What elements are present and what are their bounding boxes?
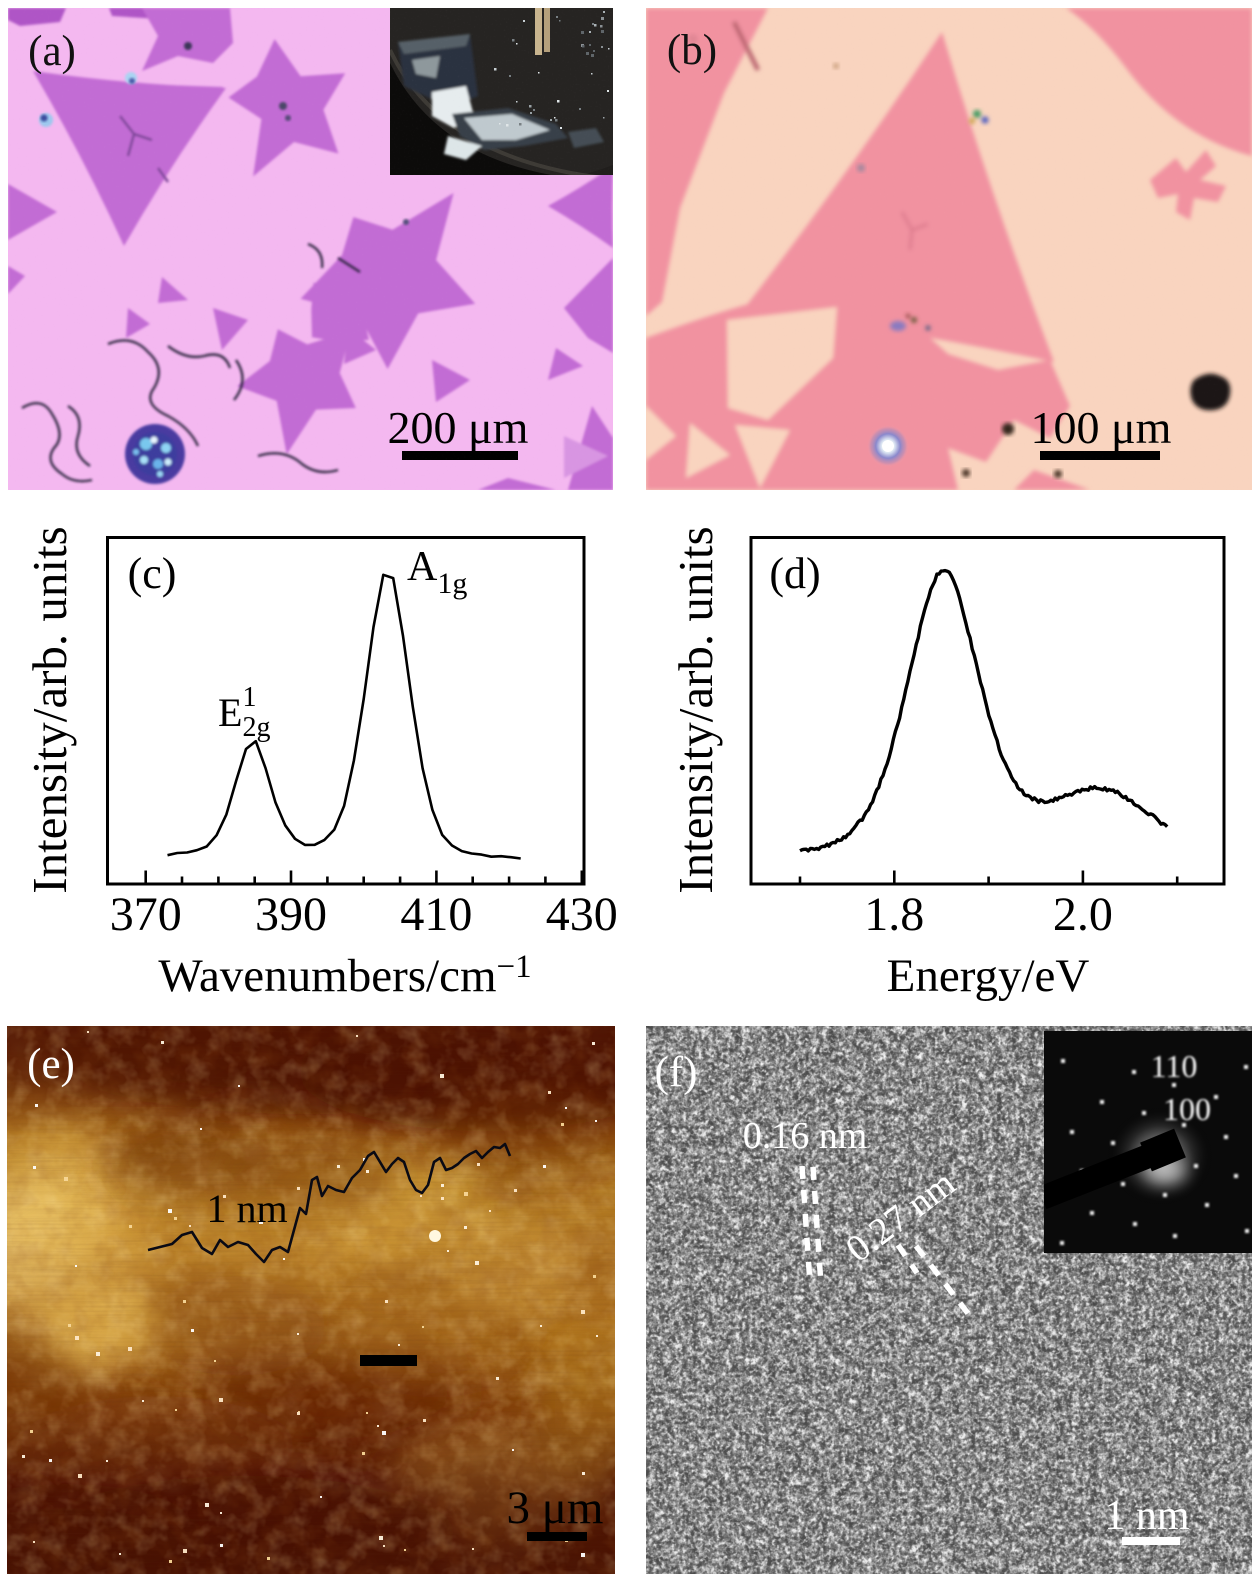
svg-text:1 nm: 1 nm [1104,1493,1190,1539]
svg-text:(e): (e) [27,1041,75,1088]
svg-text:Intensity/arb. units: Intensity/arb. units [668,526,723,893]
svg-text:1.8: 1.8 [864,888,924,941]
svg-text:0.16 nm: 0.16 nm [743,1115,868,1157]
svg-text:410: 410 [400,888,472,941]
svg-text:A1g: A1g [407,544,467,600]
svg-text:(f): (f) [655,1049,698,1096]
svg-text:3 μm: 3 μm [506,1482,603,1534]
svg-text:110: 110 [1151,1048,1198,1084]
svg-text:1 nm: 1 nm [206,1186,287,1231]
svg-text:Intensity/arb. units: Intensity/arb. units [22,526,77,893]
svg-text:(d): (d) [769,549,820,598]
svg-text:2.0: 2.0 [1053,888,1113,941]
svg-text:(c): (c) [128,549,177,598]
svg-text:390: 390 [255,888,327,941]
svg-text:Wavenumbers/cm−1: Wavenumbers/cm−1 [158,949,531,1002]
svg-text:430: 430 [546,888,618,941]
svg-text:Energy/eV: Energy/eV [887,950,1090,1002]
svg-text:100: 100 [1163,1091,1211,1127]
svg-text:370: 370 [110,888,182,941]
